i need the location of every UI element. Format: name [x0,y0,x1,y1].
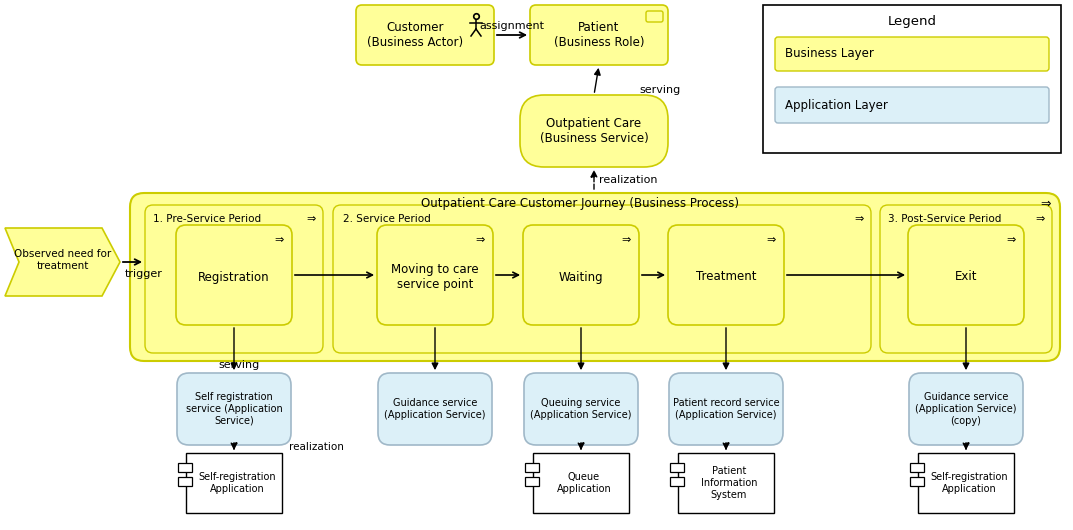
Text: Waiting: Waiting [559,270,603,284]
Bar [910,477,924,486]
Text: ⇒: ⇒ [475,235,485,245]
FancyBboxPatch shape [520,95,668,167]
Text: Self registration
service (Application
Service): Self registration service (Application S… [186,392,282,426]
Text: ⇒: ⇒ [1041,198,1050,210]
FancyBboxPatch shape [130,193,1060,361]
Text: ⇒: ⇒ [854,214,864,224]
Text: ⇒: ⇒ [275,235,284,245]
FancyBboxPatch shape [909,373,1023,445]
Text: Treatment: Treatment [695,270,756,284]
Bar [763,5,1061,153]
Text: Application Layer: Application Layer [785,99,887,111]
Text: Moving to care
service point: Moving to care service point [392,263,479,291]
FancyBboxPatch shape [668,225,784,325]
Text: Self-registration
Application: Self-registration Application [199,472,276,494]
Text: 1. Pre-Service Period: 1. Pre-Service Period [153,214,261,224]
Text: 3. Post-Service Period: 3. Post-Service Period [888,214,1001,224]
FancyBboxPatch shape [908,225,1024,325]
FancyBboxPatch shape [377,225,493,325]
Text: Business Layer: Business Layer [785,48,873,60]
Text: Customer
(Business Actor): Customer (Business Actor) [367,21,464,49]
FancyBboxPatch shape [177,373,291,445]
FancyBboxPatch shape [775,37,1049,71]
Text: Queue
Application: Queue Application [557,472,612,494]
FancyBboxPatch shape [530,5,668,65]
Text: realization: realization [289,442,343,452]
Bar [533,453,629,513]
Bar [678,453,774,513]
FancyBboxPatch shape [523,225,640,325]
Text: Exit: Exit [955,270,978,284]
Text: Patient record service
(Application Service): Patient record service (Application Serv… [673,398,779,420]
FancyBboxPatch shape [880,205,1052,353]
Bar [178,463,192,472]
Text: Registration: Registration [199,270,269,284]
Text: serving: serving [219,360,260,370]
FancyBboxPatch shape [668,373,783,445]
Text: Queuing service
(Application Service): Queuing service (Application Service) [530,398,632,420]
Text: ⇒: ⇒ [621,235,631,245]
Text: Legend: Legend [887,14,937,28]
Text: Guidance service
(Application Service): Guidance service (Application Service) [384,398,486,420]
Text: Patient
Information
System: Patient Information System [701,466,758,500]
FancyBboxPatch shape [356,5,494,65]
Bar [670,477,684,486]
Text: Guidance service
(Application Service)
(copy): Guidance service (Application Service) (… [915,392,1017,426]
Text: ⇒: ⇒ [1035,214,1045,224]
FancyBboxPatch shape [333,205,871,353]
FancyBboxPatch shape [646,11,663,22]
Text: Outpatient Care Customer Journey (Business Process): Outpatient Care Customer Journey (Busine… [421,198,739,210]
Bar [918,453,1014,513]
Bar [910,463,924,472]
FancyBboxPatch shape [378,373,493,445]
Bar [178,477,192,486]
Text: ⇒: ⇒ [766,235,776,245]
Bar [525,477,539,486]
FancyBboxPatch shape [176,225,292,325]
FancyBboxPatch shape [524,373,638,445]
FancyBboxPatch shape [775,87,1049,123]
Text: Patient
(Business Role): Patient (Business Role) [554,21,644,49]
Text: trigger: trigger [124,269,163,279]
Bar [670,463,684,472]
Text: Self-registration
Application: Self-registration Application [930,472,1008,494]
Text: serving: serving [640,85,680,95]
Text: realization: realization [599,175,658,185]
Text: Observed need for
treatment: Observed need for treatment [14,249,112,271]
Text: 2. Service Period: 2. Service Period [343,214,430,224]
Text: ⇒: ⇒ [307,214,317,224]
Bar [525,463,539,472]
Polygon shape [5,228,120,296]
Bar [186,453,282,513]
Text: assignment: assignment [480,21,544,31]
FancyBboxPatch shape [145,205,323,353]
Text: ⇒: ⇒ [1006,235,1016,245]
Text: Outpatient Care
(Business Service): Outpatient Care (Business Service) [540,117,648,145]
